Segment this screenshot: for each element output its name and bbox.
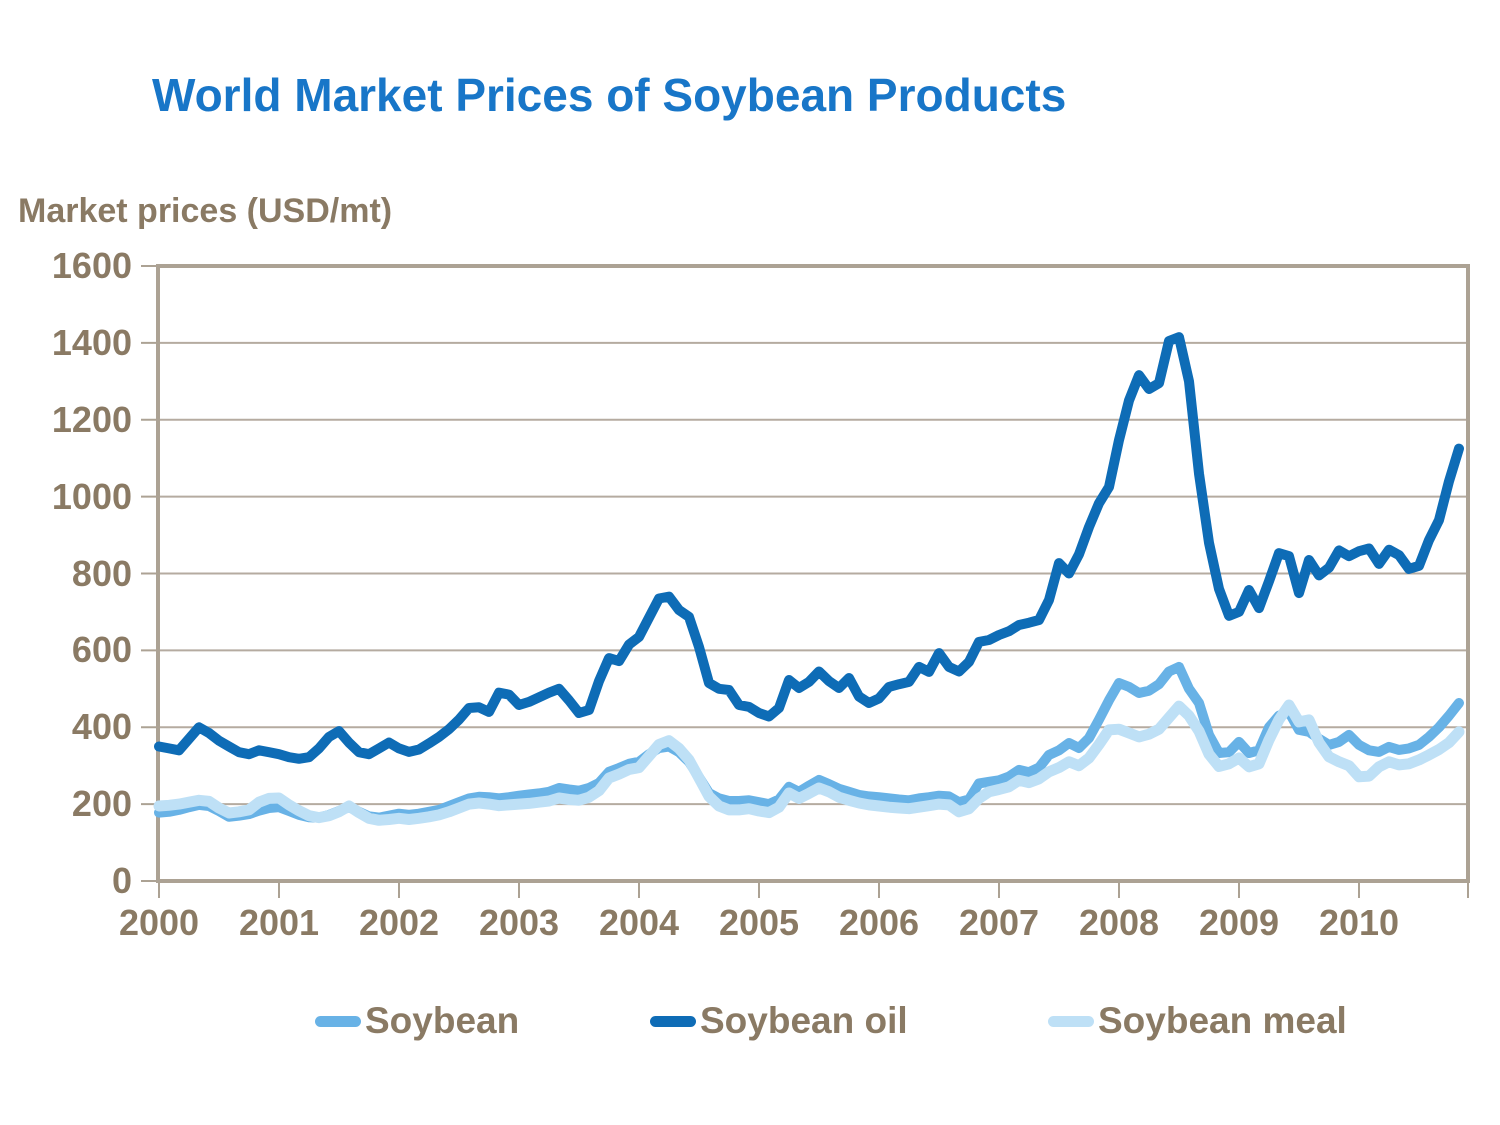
y-axis-title: Market prices (USD/mt) (18, 192, 393, 230)
soybean-meal-line (153, 699, 1465, 826)
y-tick-label-0: 0 (111, 860, 132, 901)
legend-item-soybean-oil: Soybean oil (650, 998, 908, 1044)
x-tick-label-2005: 2005 (718, 902, 800, 943)
soybean-oil-line (154, 332, 1464, 764)
chart-title: World Market Prices of Soybean Products (152, 69, 1067, 121)
x-tick-label-2000: 2000 (118, 902, 200, 943)
legend-item-soybean: Soybean (315, 998, 519, 1044)
legend-item-soybean-meal: Soybean meal (1048, 998, 1347, 1044)
x-tick-label-2001: 2001 (238, 902, 320, 943)
soybean-meal-line-swatch (1048, 1015, 1094, 1027)
legend-label-soybean-oil: Soybean oil (700, 1000, 908, 1041)
y-tick-label-1200: 1200 (51, 398, 132, 440)
x-tick-label-2004: 2004 (598, 902, 680, 943)
y-tick-label-200: 200 (71, 783, 132, 825)
y-tick-label-1600: 1600 (51, 245, 132, 286)
x-tick-label-2003: 2003 (478, 902, 560, 943)
legend-label-soybean: Soybean (365, 1000, 520, 1041)
y-tick-label-400: 400 (71, 706, 132, 748)
soybean-oil-line-swatch (650, 1015, 696, 1027)
x-tick-label-2008: 2008 (1078, 902, 1160, 943)
y-tick-label-600: 600 (71, 629, 132, 671)
x-tick-label-2010: 2010 (1318, 902, 1400, 943)
y-tick-label-1000: 1000 (51, 475, 132, 517)
x-tick-label-2006: 2006 (838, 902, 920, 943)
legend-label-soybean-meal: Soybean meal (1098, 1000, 1347, 1041)
x-tick-label-2009: 2009 (1198, 902, 1280, 943)
y-tick-label-800: 800 (71, 552, 132, 594)
x-tick-label-2007: 2007 (958, 902, 1040, 943)
plot-frame (156, 264, 1470, 883)
soybean-line-swatch (315, 1015, 361, 1027)
x-tick-label-2002: 2002 (358, 902, 440, 943)
legend: Soybean Soybean oil Soybean meal (0, 998, 1500, 1044)
y-tick-label-1400: 1400 (51, 321, 132, 363)
price-line-chart (141, 264, 1470, 898)
